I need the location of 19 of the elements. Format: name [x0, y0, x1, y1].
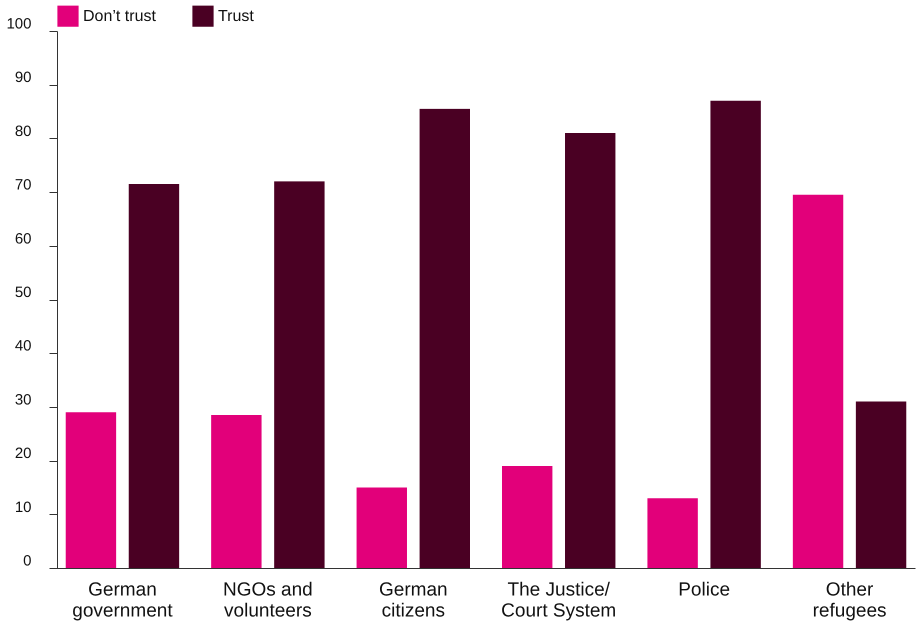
y-tick-label: 50	[14, 284, 32, 301]
y-tick-label: 40	[14, 338, 32, 355]
legend-label: Don’t trust	[83, 8, 156, 26]
y-tick-label: 80	[14, 122, 32, 140]
legend-label: Trust	[218, 8, 254, 26]
x-tick-label: Police	[678, 580, 730, 600]
x-tick-label: German citizens	[378, 580, 448, 622]
x-tick-label: German government	[72, 580, 174, 622]
y-tick-label: 100	[6, 16, 32, 32]
x-tick-label: Other refugees	[812, 580, 887, 622]
y-tick-label: 10	[14, 498, 32, 516]
x-tick-label: The Justice/ Court System	[501, 580, 616, 622]
y-tick-label: 90	[14, 69, 32, 86]
y-tick-label: 70	[14, 176, 32, 194]
y-tick-label: 20	[14, 445, 32, 462]
x-tick-label: NGOs and volunteers	[222, 580, 313, 622]
y-tick-label: 0	[23, 552, 32, 570]
y-tick-label: 30	[14, 391, 32, 408]
y-tick-label: 60	[14, 230, 32, 248]
